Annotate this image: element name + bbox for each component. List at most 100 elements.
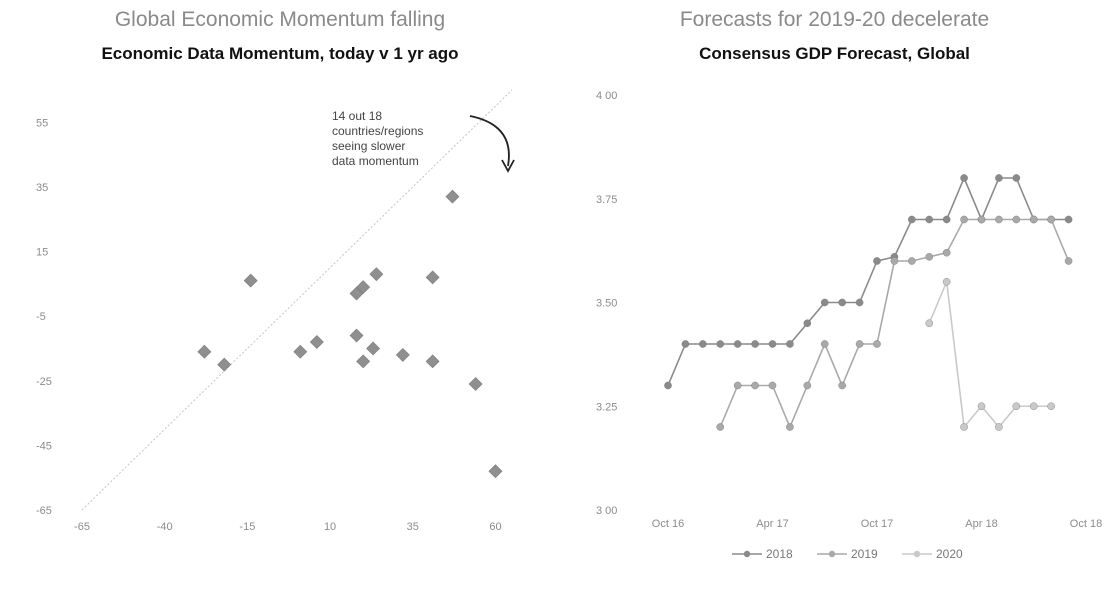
data-point-2019 bbox=[995, 215, 1003, 224]
x-tick-label: Oct 18 bbox=[1070, 518, 1102, 530]
y-tick-label: 3.25 bbox=[596, 401, 617, 413]
data-point-2019 bbox=[751, 381, 759, 390]
data-point-2018 bbox=[855, 298, 864, 307]
data-point-2018 bbox=[908, 215, 916, 224]
annotation-text: data momentum bbox=[332, 154, 419, 168]
line-panel: Forecasts for 2019-20 decelerate Consens… bbox=[560, 0, 1109, 591]
scatter-point bbox=[488, 464, 503, 479]
data-point-2019 bbox=[1064, 257, 1073, 265]
scatter-point bbox=[366, 341, 381, 356]
data-point-2019 bbox=[1029, 215, 1038, 224]
data-point-2018 bbox=[716, 340, 725, 348]
data-point-2019 bbox=[960, 215, 968, 224]
data-point-2018 bbox=[733, 340, 742, 348]
legend-swatch-marker bbox=[828, 550, 836, 558]
x-tick-label: 60 bbox=[489, 521, 501, 533]
x-tick-label: Oct 16 bbox=[652, 518, 684, 530]
data-point-2020 bbox=[942, 277, 951, 286]
data-point-2019 bbox=[890, 257, 899, 265]
y-tick-label: 3.75 bbox=[596, 194, 617, 206]
data-point-2019 bbox=[1012, 215, 1021, 224]
data-point-2019 bbox=[716, 423, 725, 431]
data-point-2020 bbox=[925, 319, 934, 328]
data-point-2018 bbox=[664, 381, 672, 390]
data-point-2019 bbox=[908, 257, 916, 265]
data-point-2018 bbox=[1012, 174, 1021, 182]
annotation-text: countries/regions bbox=[332, 124, 423, 138]
data-point-2020 bbox=[1012, 402, 1021, 411]
scatter-point bbox=[425, 354, 440, 369]
x-tick-label: 35 bbox=[407, 521, 419, 533]
data-point-2018 bbox=[751, 340, 759, 348]
data-point-2018 bbox=[1064, 215, 1073, 224]
legend-label: 2019 bbox=[851, 547, 878, 561]
data-point-2020 bbox=[1047, 402, 1055, 411]
x-tick-label: 10 bbox=[324, 521, 336, 533]
scatter-point bbox=[445, 189, 460, 204]
scatter-main-title: Global Economic Momentum falling bbox=[114, 8, 446, 31]
data-point-2019 bbox=[768, 381, 777, 390]
line-chart: 3 00 3.25 3.50 3.75 4 00 Oct 16 Apr 17 Oct 17 Ap… bbox=[596, 90, 1102, 561]
y-tick-label: -25 bbox=[36, 376, 52, 388]
scatter-panel: Global Economic Momentum falling Economi… bbox=[36, 8, 515, 533]
x-tick-label: Apr 18 bbox=[965, 518, 997, 530]
scatter-point bbox=[395, 347, 410, 362]
y-tick-label: 3.50 bbox=[596, 298, 617, 310]
annotation-text: seeing slower bbox=[332, 139, 405, 153]
data-point-2020 bbox=[960, 423, 968, 431]
data-point-2018 bbox=[873, 257, 881, 265]
legend-label: 2020 bbox=[936, 547, 963, 561]
series-line-2018 bbox=[667, 175, 1069, 386]
data-point-2019 bbox=[942, 248, 951, 257]
x-tick-label: -40 bbox=[157, 521, 173, 533]
annotation-text: 14 out 18 bbox=[332, 109, 382, 123]
x-tick-label: -65 bbox=[74, 521, 90, 533]
data-point-2019 bbox=[873, 340, 881, 348]
data-point-2019 bbox=[733, 381, 742, 390]
x-tick-label: -15 bbox=[239, 521, 255, 533]
data-point-2020 bbox=[1029, 402, 1038, 411]
data-point-2019 bbox=[820, 340, 829, 348]
reference-diagonal-line bbox=[81, 89, 513, 511]
y-tick-label: 15 bbox=[36, 247, 48, 259]
data-point-2018 bbox=[995, 174, 1003, 182]
data-point-2019 bbox=[977, 215, 986, 224]
data-point-2019 bbox=[855, 340, 864, 348]
data-point-2020 bbox=[995, 423, 1003, 431]
y-tick-label: 35 bbox=[36, 182, 48, 194]
scatter-point bbox=[468, 377, 483, 391]
y-tick-label: 3 00 bbox=[596, 505, 617, 517]
annotation-arrow bbox=[469, 115, 510, 167]
data-point-2018 bbox=[768, 340, 777, 348]
annotation-arrowhead bbox=[501, 159, 515, 173]
y-tick-label: -65 bbox=[36, 505, 52, 517]
data-point-2018 bbox=[820, 298, 829, 307]
scatter-point bbox=[309, 335, 324, 349]
scatter-subtitle: Economic Data Momentum, today v 1 yr ago bbox=[101, 44, 459, 63]
data-point-2018 bbox=[681, 340, 690, 348]
legend-swatch-marker bbox=[913, 550, 921, 558]
x-tick-label: Apr 17 bbox=[756, 518, 788, 530]
scatter-point bbox=[217, 357, 232, 372]
data-point-2018 bbox=[803, 319, 812, 328]
scatter-point bbox=[356, 354, 371, 369]
scatter-point bbox=[243, 273, 258, 288]
data-point-2019 bbox=[803, 381, 812, 390]
data-point-2018 bbox=[925, 215, 934, 224]
data-point-2019 bbox=[1047, 215, 1055, 224]
y-tick-label: -5 bbox=[36, 311, 46, 323]
data-point-2018 bbox=[699, 340, 707, 348]
x-tick-label: Oct 17 bbox=[861, 518, 893, 530]
data-point-2019 bbox=[786, 423, 794, 431]
data-point-2018 bbox=[786, 340, 794, 348]
scatter-point bbox=[425, 270, 440, 285]
legend-swatch-marker bbox=[743, 550, 751, 558]
legend-label: 2018 bbox=[766, 547, 793, 561]
scatter-chart: -65 -45 -25 -5 15 35 55 -65 -40 -15 10 35 60 14 out 1… bbox=[36, 89, 515, 533]
y-tick-label: -45 bbox=[36, 440, 52, 452]
line-subtitle: Consensus GDP Forecast, Global bbox=[699, 44, 970, 63]
scatter-point bbox=[349, 328, 364, 343]
data-point-2020 bbox=[977, 402, 986, 411]
data-point-2018 bbox=[960, 174, 968, 182]
data-point-2018 bbox=[942, 215, 951, 224]
